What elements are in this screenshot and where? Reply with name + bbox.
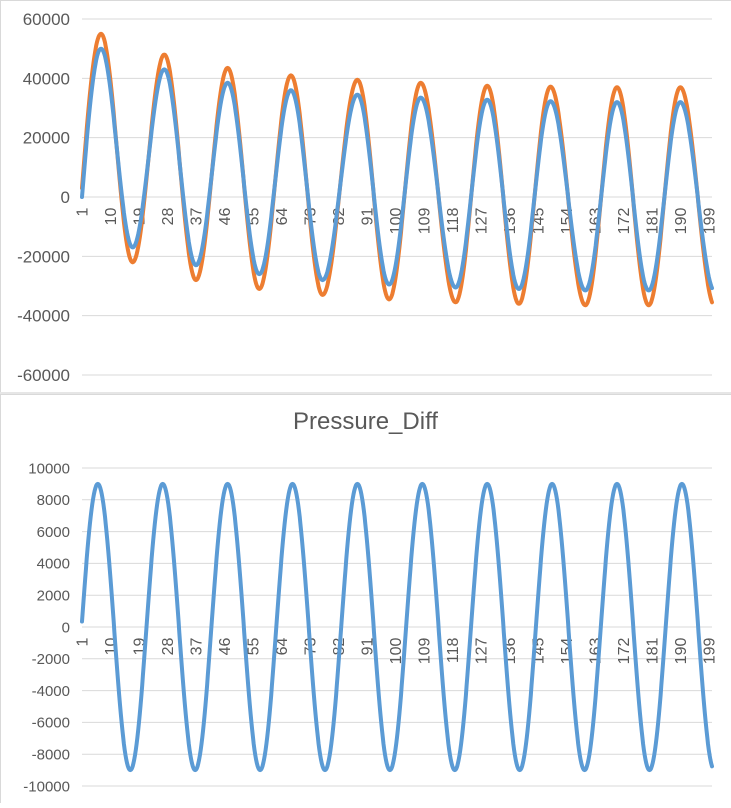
x-tick-label: 199 [701,638,718,665]
y-tick-label: -4000 [32,683,70,700]
x-tick-label: 46 [217,637,234,655]
x-tick-label: 163 [587,638,604,665]
x-tick-label: 181 [644,208,661,235]
x-tick-label: 172 [616,638,633,665]
y-tick-label: 2000 [37,587,70,604]
x-tick-label: 28 [160,207,177,225]
chart-title: Pressure_Diff [293,408,438,435]
x-tick-label: 64 [274,207,291,225]
x-tick-label: 1 [75,638,92,647]
chart-bottom: 10000 8000 6000 4000 2000 0 -2000 -4000 -6000 -80… [23,460,718,795]
x-tick-label: 109 [417,208,434,235]
y-tick-label: -40000 [17,307,70,326]
y-tick-label: 20000 [23,129,70,148]
y-tick-label: 4000 [37,556,70,573]
y-tick-label: -60000 [17,366,70,385]
x-tick-label: 1 [75,208,92,217]
y-tick-label: 0 [62,619,70,636]
chart-separator [0,392,731,394]
y-tick-label: -20000 [17,247,70,266]
x-tick-label: 55 [246,637,263,655]
x-tick-label: 109 [417,638,434,665]
x-tick-label: 118 [445,208,462,234]
series-line-1 [80,481,714,773]
x-tick-label: 10 [103,207,120,225]
chart-panel-top: 60000 40000 20000 0 -20000 -40000 -60000 1 10 19 2… [0,0,731,392]
x-tick-label: 37 [189,637,206,655]
series-line-2 [80,46,714,293]
y-tick-label: -2000 [32,651,70,668]
y-tick-label: 0 [61,188,70,207]
y-tick-label: 6000 [37,524,70,541]
chart-panel-bottom: Pressure_Diff 10000 8000 6000 4000 2000 0 -200… [0,394,731,803]
x-tick-label: 181 [644,638,661,665]
x-tick-label: 127 [473,208,490,235]
x-tick-label: 91 [360,637,377,655]
x-tick-label: 100 [388,638,405,665]
x-tick-label: 28 [160,637,177,655]
y-tick-label: -10000 [23,778,70,795]
y-tick-label: 8000 [37,492,70,509]
x-tick-label: 190 [673,208,690,235]
x-tick-label: 127 [473,638,490,665]
x-tick-label: 172 [616,208,633,235]
y-tick-label: -8000 [32,746,70,763]
y-tick-label: -6000 [32,715,70,732]
x-tick-label: 190 [673,638,690,665]
y-tick-label: 60000 [23,10,70,29]
y-tick-label: 10000 [28,460,70,477]
x-tick-label: 91 [360,207,377,225]
x-tick-label: 199 [701,208,718,235]
x-tick-label: 37 [189,207,206,225]
x-tick-label: 46 [217,207,234,225]
x-tick-label: 118 [445,638,462,664]
x-tick-label: 64 [274,637,291,655]
y-tick-label: 40000 [23,69,70,88]
